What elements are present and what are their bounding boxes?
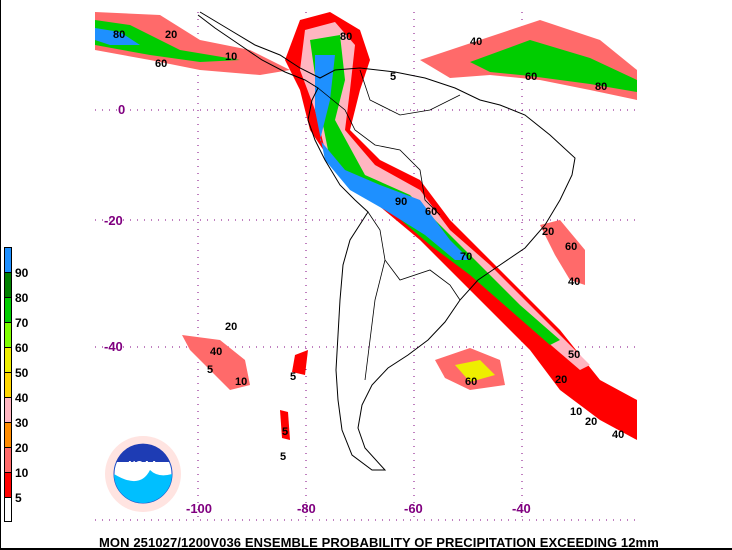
precip-small-1 <box>280 410 290 440</box>
coastline-south-america <box>197 11 576 471</box>
legend-swatch-5: 10 <box>4 466 28 497</box>
frame-left-border <box>0 0 1 550</box>
legend-swatch-20: 30 <box>4 416 28 447</box>
legend-swatch-10: 20 <box>4 441 28 472</box>
precip-pacific-north <box>95 12 290 75</box>
contour-label: 5 <box>207 364 213 376</box>
contour-label: 60 <box>525 71 537 83</box>
bottom-border <box>0 548 732 550</box>
contour-label: 40 <box>210 346 222 358</box>
legend-swatch-90plus <box>4 247 12 272</box>
noaa-logo: NOAA <box>105 436 181 512</box>
legend-label: 50 <box>15 366 29 380</box>
precip-atlantic-25s <box>540 220 585 285</box>
contour-label: 20 <box>555 374 567 386</box>
legend-label: 40 <box>15 391 29 405</box>
contour-label: 50 <box>568 349 580 361</box>
precip-pacific-north-core <box>95 20 240 62</box>
contour-label: 5 <box>290 371 296 383</box>
lon-tick-100w: -100 <box>186 501 212 516</box>
legend-label: 80 <box>15 291 29 305</box>
legend-swatch-60: 70 <box>4 316 28 347</box>
contour-label: 90 <box>395 196 407 208</box>
contour-label: 60 <box>565 241 577 253</box>
country-borders <box>317 69 461 381</box>
contour-label: 70 <box>460 251 472 263</box>
legend-label: 20 <box>15 441 29 455</box>
contour-label: 40 <box>568 276 580 288</box>
contour-label: 60 <box>155 58 167 70</box>
lat-tick-0: 0 <box>118 102 125 117</box>
contour-label: 10 <box>225 51 237 63</box>
legend-label: 5 <box>15 491 22 505</box>
lat-tick-40s: -40 <box>104 339 123 354</box>
contour-labels: 80 20 10 60 80 5 60 80 40 90 60 70 20 60… <box>113 29 624 463</box>
legend-swatch-30: 40 <box>4 391 28 422</box>
precip-small-2 <box>292 350 308 375</box>
legend-label: 60 <box>15 341 29 355</box>
legend-label: 90 <box>15 266 29 280</box>
contour-label: 40 <box>470 36 482 48</box>
contour-label: 80 <box>340 31 352 43</box>
contour-label: 20 <box>225 321 237 333</box>
lon-tick-80w: -80 <box>297 501 316 516</box>
legend-label: 70 <box>15 316 29 330</box>
precip-pacific-north-high <box>95 28 140 45</box>
legend-swatch-40: 50 <box>4 366 28 397</box>
precip-areas <box>95 12 637 440</box>
lon-tick-60w: -60 <box>404 501 423 516</box>
contour-label: 10 <box>235 376 247 388</box>
contour-label: 10 <box>570 406 582 418</box>
contour-label: 5 <box>390 71 396 83</box>
contour-label: 5 <box>282 426 288 438</box>
precip-andes-high <box>315 55 470 260</box>
precip-north-atlantic-core <box>470 40 637 92</box>
contour-label: 20 <box>585 416 597 428</box>
legend-swatch-0: 5 <box>4 491 22 522</box>
legend-swatch-80: 90 <box>4 266 28 297</box>
legend-swatch-70: 80 <box>4 291 28 322</box>
contour-label: 80 <box>113 29 125 41</box>
legend-swatch-50: 60 <box>4 341 28 372</box>
lon-tick-40w: -40 <box>512 501 531 516</box>
contour-label: 40 <box>612 429 624 441</box>
legend-label: 10 <box>15 466 29 480</box>
precip-atlantic-40s-core <box>455 360 495 382</box>
svg-text:NOAA: NOAA <box>128 460 157 471</box>
contour-label: 20 <box>542 226 554 238</box>
precip-pacific-40s <box>182 335 250 390</box>
map-title: MON 251027/1200V036 ENSEMBLE PROBABILITY… <box>99 535 659 550</box>
contour-label: 60 <box>465 376 477 388</box>
color-legend: 90 80 70 60 50 40 30 20 10 5 <box>4 247 28 522</box>
legend-label: 30 <box>15 416 29 430</box>
contour-label: 5 <box>280 451 286 463</box>
contour-label: 20 <box>165 29 177 41</box>
lat-tick-20s: -20 <box>104 213 123 228</box>
contour-label: 80 <box>595 81 607 93</box>
contour-label: 60 <box>425 206 437 218</box>
